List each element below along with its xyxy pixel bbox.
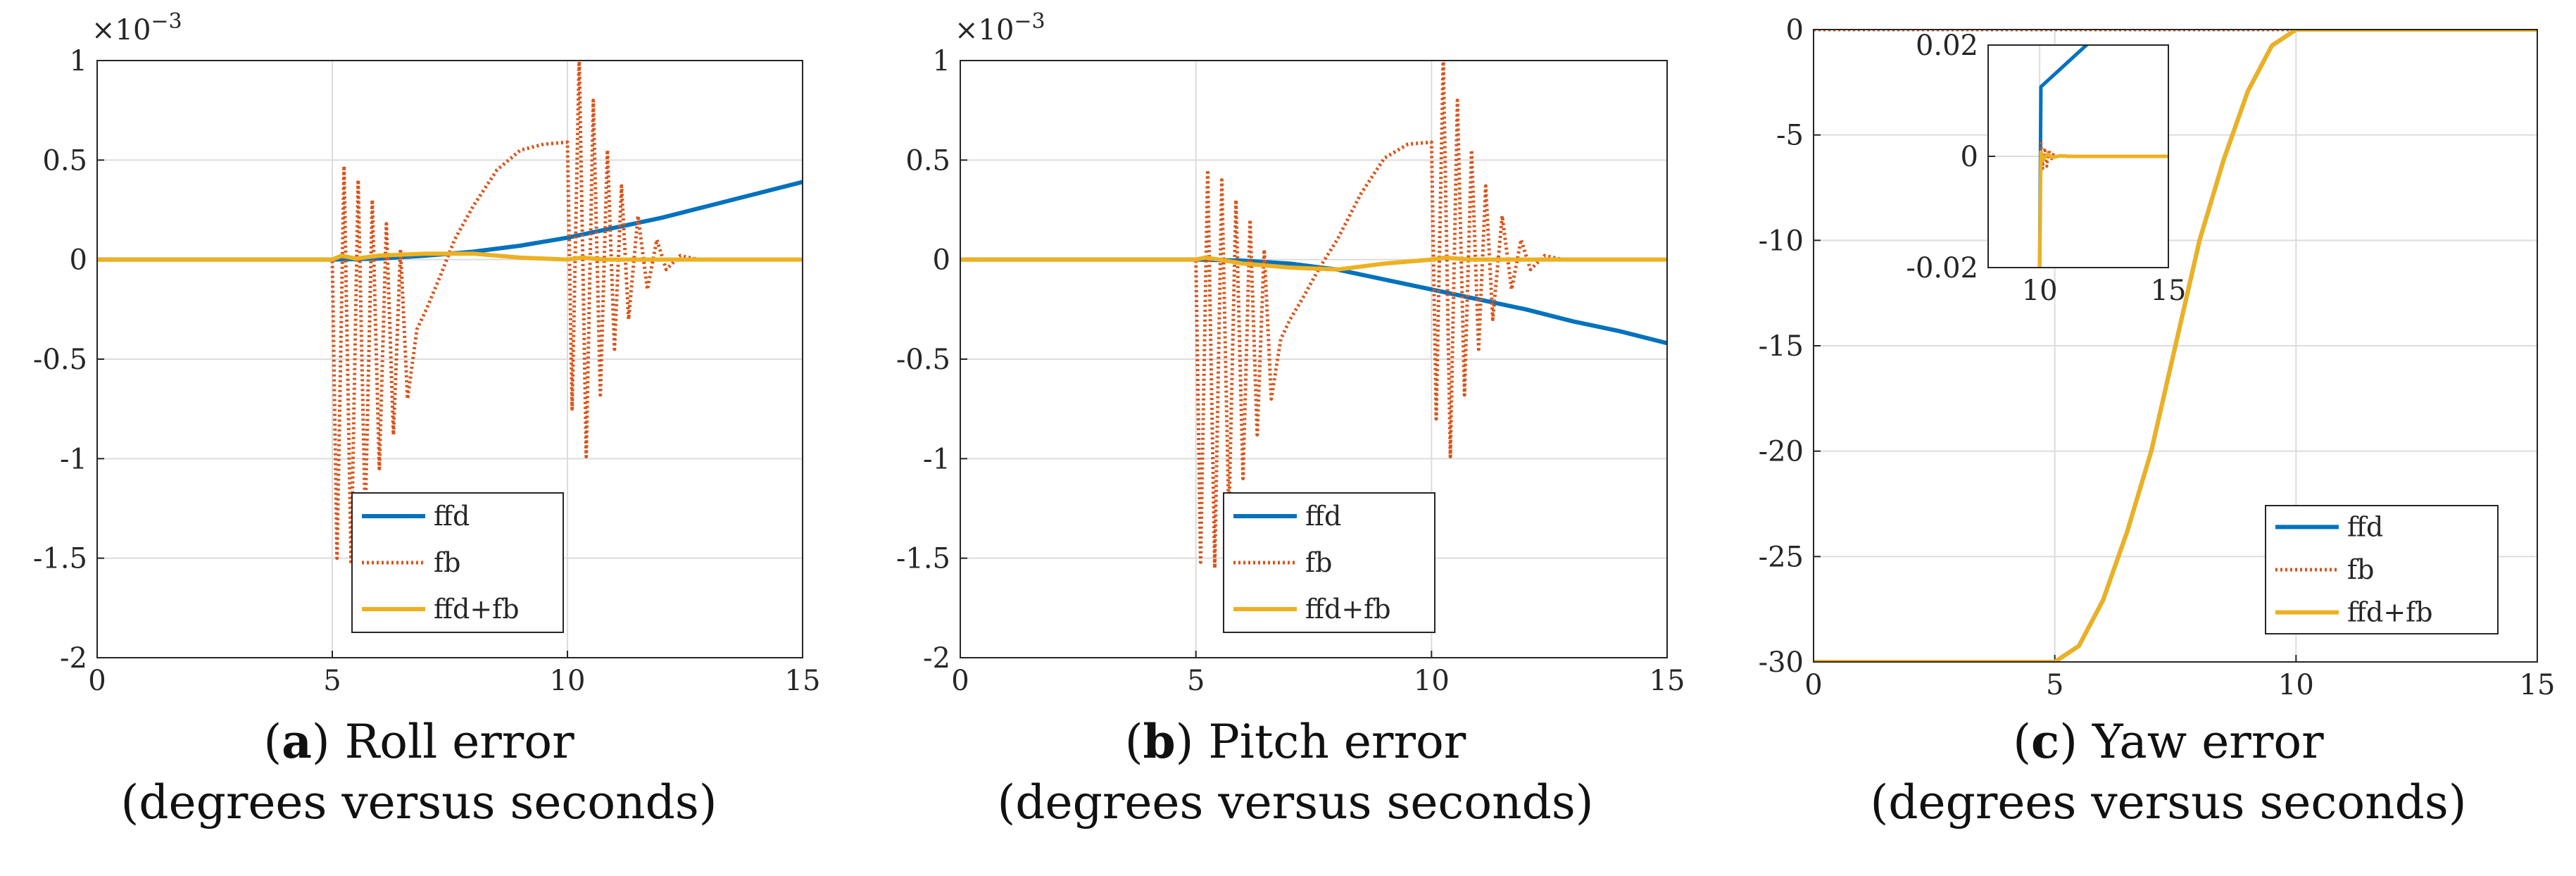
yaw-ytick-label: -20	[1759, 436, 1804, 468]
pitch-exponent-label: ×10−3	[955, 9, 1045, 46]
caption-roll: (a) Roll error (degrees versus seconds)	[56, 711, 781, 833]
yaw-xtick-label: 15	[2520, 669, 2556, 701]
caption-roll-title: (a) Roll error	[263, 714, 574, 769]
caption-yaw: (c) Yaw error (degrees versus seconds)	[1788, 711, 2549, 833]
pitch-legend-label-fb: fb	[1305, 547, 1332, 578]
caption-pitch-title: (b) Pitch error	[1124, 714, 1466, 769]
yaw-ytick-label: -10	[1759, 225, 1804, 257]
pitch-exponent-base: ×10	[955, 14, 1014, 46]
pitch-xtick-label: 5	[1187, 665, 1205, 697]
caption-pitch-label: b	[1143, 714, 1176, 769]
yaw-inset-axes: 10 15 -0.02 0 0.02	[1906, 30, 2186, 307]
yaw-inset-ytick-label: 0	[1961, 141, 1978, 173]
yaw-legend-label-fb: fb	[2347, 554, 2374, 585]
caption-yaw-text: Yaw error	[2092, 715, 2324, 769]
roll-xtick-label: 10	[550, 665, 586, 697]
pitch-ytick-label: 0.5	[905, 144, 950, 177]
yaw-ytick-label: -15	[1759, 330, 1804, 363]
roll-exponent-power: −3	[151, 9, 182, 34]
yaw-xtick-label: 0	[1804, 669, 1822, 701]
yaw-ytick-label: -30	[1759, 646, 1804, 679]
yaw-inset-series-fb	[2038, 139, 2168, 268]
yaw-inset-series-ffd-plus-fb	[2037, 150, 2168, 268]
yaw-inset-xtick-label: 10	[2022, 275, 2058, 307]
yaw-inset-ytick-label: 0.02	[1916, 30, 1978, 62]
pitch-ytick-label: -2	[923, 642, 950, 675]
roll-xtick-label: 5	[323, 665, 341, 697]
pitch-series-ffd-plus-fb	[960, 255, 1667, 272]
roll-plot-box	[96, 60, 803, 658]
roll-exponent-label: ×10−3	[92, 9, 182, 46]
caption-yaw-units: (degrees versus seconds)	[1870, 775, 2467, 830]
roll-series-ffd-plus-fb	[97, 251, 803, 262]
roll-ytick-label: 1	[70, 45, 87, 77]
yaw-plot-box	[1813, 29, 2538, 663]
pitch-legend: ffd fb ffd+fb	[1223, 492, 1435, 633]
pitch-ytick-label: 1	[933, 45, 950, 77]
yaw-xtick-label: 5	[2046, 669, 2063, 701]
caption-yaw-title: (c) Yaw error	[2013, 714, 2324, 769]
roll-legend-label-fb: fb	[434, 547, 460, 578]
pitch-ytick-label: -0.5	[896, 344, 950, 376]
pitch-xtick-label: 10	[1414, 665, 1450, 697]
yaw-ytick-label: -5	[1776, 120, 1804, 152]
caption-roll-label: a	[282, 714, 312, 769]
caption-pitch-units: (degrees versus seconds)	[997, 775, 1594, 830]
roll-ytick-label: -0.5	[33, 344, 87, 376]
pitch-plot-box	[960, 60, 1668, 658]
yaw-inset-xtick-label: 15	[2151, 275, 2187, 307]
yaw-xtick-label: 10	[2278, 669, 2314, 701]
yaw-inset-ytick-label: -0.02	[1906, 252, 1978, 284]
yaw-inset-box	[1987, 44, 2169, 268]
yaw-series-ffd-plus-fb	[1814, 30, 2537, 662]
roll-legend: ffd fb ffd+fb	[351, 492, 564, 633]
caption-roll-text: Roll error	[344, 715, 574, 769]
pitch-xtick-label: 15	[1650, 665, 1685, 697]
pitch-ytick-label: 0	[933, 244, 950, 277]
roll-ytick-label: 0.5	[42, 144, 87, 177]
yaw-ytick-label: 0	[1786, 14, 1804, 46]
roll-series-fb	[97, 61, 803, 566]
caption-pitch-text: Pitch error	[1208, 715, 1466, 769]
roll-ytick-label: -1.5	[33, 543, 87, 575]
caption-pitch: (b) Pitch error (degrees versus seconds)	[922, 711, 1669, 833]
roll-legend-label-ffd: ffd	[434, 501, 470, 532]
yaw-legend-label-ffd-plus-fb: ffd+fb	[2347, 597, 2433, 628]
roll-xtick-label: 15	[785, 665, 821, 697]
yaw-ytick-label: -25	[1759, 541, 1804, 573]
pitch-ytick-label: -1	[923, 443, 950, 475]
roll-ytick-label: -1	[60, 443, 87, 475]
roll-series-ffd	[97, 180, 803, 262]
yaw-legend-label-ffd: ffd	[2347, 511, 2383, 542]
roll-ytick-label: 0	[70, 244, 87, 277]
pitch-series-fb	[960, 61, 1667, 570]
pitch-exponent-power: −3	[1014, 9, 1045, 34]
pitch-legend-label-ffd: ffd	[1305, 501, 1341, 532]
pitch-legend-label-ffd-plus-fb: ffd+fb	[1305, 594, 1391, 625]
pitch-xtick-label: 0	[951, 665, 969, 697]
pitch-series-ffd	[960, 257, 1667, 346]
roll-exponent-base: ×10	[92, 14, 151, 46]
pitch-ytick-label: -1.5	[896, 543, 950, 575]
caption-roll-units: (degrees versus seconds)	[120, 775, 717, 830]
roll-xtick-label: 0	[88, 665, 106, 697]
yaw-legend: ffd fb ffd+fb	[2265, 505, 2499, 634]
roll-legend-label-ffd-plus-fb: ffd+fb	[434, 594, 520, 625]
caption-yaw-label: c	[2031, 714, 2060, 769]
roll-ytick-label: -2	[60, 642, 87, 675]
